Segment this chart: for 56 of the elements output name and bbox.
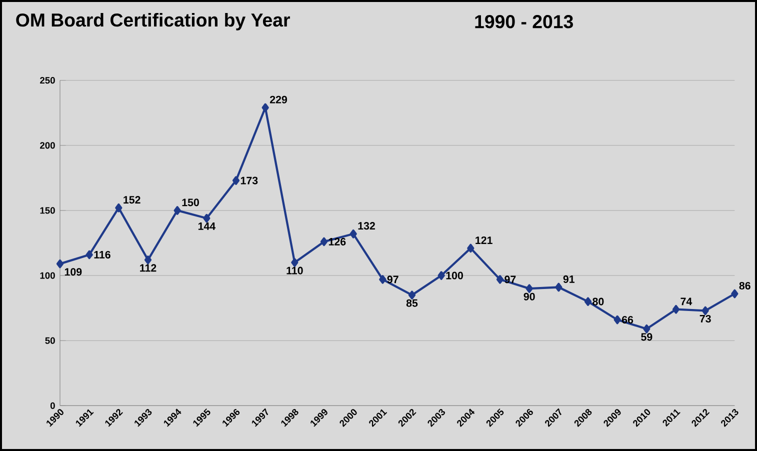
point: [555, 282, 562, 292]
data-label: 109: [64, 268, 82, 276]
data-label: 229: [270, 96, 288, 104]
y-tick-label: 100: [40, 272, 55, 279]
data-label: 97: [504, 276, 516, 284]
data-label: 112: [140, 264, 156, 272]
point: [731, 289, 738, 298]
data-label: 59: [641, 333, 652, 341]
chart-title: OM Board Certification by Year: [16, 12, 290, 30]
point: [350, 229, 357, 238]
data-label: 91: [563, 275, 574, 283]
data-label: 74: [680, 298, 692, 306]
data-label: 121: [476, 236, 492, 244]
point: [643, 324, 650, 334]
data-label: 97: [387, 276, 398, 284]
point: [174, 206, 181, 215]
point: [584, 297, 592, 306]
point: [702, 306, 709, 316]
point: [144, 256, 152, 264]
y-tick-label: 250: [40, 77, 55, 84]
point: [614, 315, 621, 324]
point: [86, 250, 93, 260]
data-label: 73: [700, 314, 711, 323]
data-label: 132: [358, 222, 375, 230]
point: [232, 176, 240, 185]
point: [203, 214, 210, 223]
data-label: 66: [622, 316, 634, 324]
point: [291, 258, 298, 267]
y-tick-label: 150: [40, 207, 55, 214]
point: [672, 304, 680, 314]
y-tick-label: 50: [45, 337, 55, 344]
data-label: 80: [592, 298, 604, 306]
point: [115, 203, 122, 212]
point: [320, 237, 328, 246]
point: [379, 275, 386, 284]
point: [496, 275, 504, 284]
point: [467, 244, 474, 253]
data-label: 110: [286, 266, 303, 274]
data-label: 173: [240, 176, 258, 184]
y-tick-label: 200: [40, 142, 55, 149]
point: [56, 259, 64, 268]
point: [526, 284, 533, 293]
data-label: 100: [446, 272, 463, 280]
chart-subtitle: 1990 - 2013: [475, 15, 573, 28]
data-label: 144: [198, 222, 216, 230]
data-label: 126: [328, 238, 346, 246]
point: [262, 103, 269, 112]
data-label: 150: [182, 198, 199, 206]
y-tick-label: 0: [50, 402, 55, 409]
point: [408, 290, 416, 300]
point: [438, 271, 445, 280]
data-label: 90: [524, 292, 535, 300]
data-label: 85: [406, 299, 418, 307]
data-label: 86: [739, 282, 750, 290]
data-label: 152: [124, 196, 140, 204]
data-label: 116: [94, 250, 110, 258]
